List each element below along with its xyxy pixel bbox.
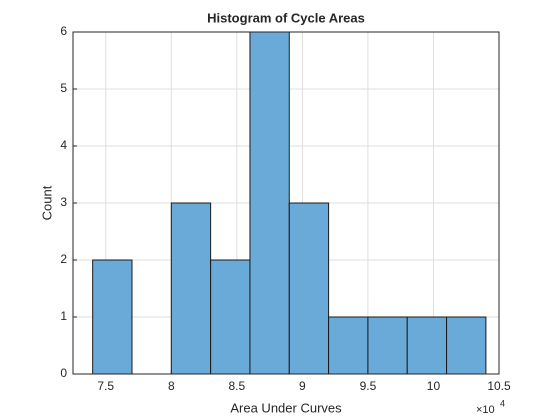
x-exponent-power: 4: [500, 398, 505, 408]
y-axis-label: Count: [39, 185, 54, 220]
x-tick-label: 9.5: [360, 379, 377, 393]
bar: [210, 259, 251, 375]
y-tick-label: 3: [60, 195, 67, 209]
x-axis-label: Area Under Curves: [230, 400, 342, 415]
bar: [170, 202, 212, 375]
y-tick-label: 0: [60, 366, 67, 380]
y-tick-label: 2: [60, 252, 67, 266]
y-tick-label: 5: [60, 81, 67, 95]
bar: [406, 316, 448, 375]
y-tick-label: 1: [60, 309, 67, 323]
x-tick-label: 10: [427, 379, 441, 393]
chart-title: Histogram of Cycle Areas: [207, 10, 365, 25]
bar: [288, 202, 330, 375]
bar: [446, 316, 487, 375]
y-tick-label: 4: [60, 138, 67, 152]
bar: [92, 259, 133, 375]
bar: [249, 31, 290, 375]
x-tick-label: 7.5: [97, 379, 114, 393]
x-tick-label: 9: [299, 379, 306, 393]
y-tick-label: 6: [60, 24, 67, 38]
bar: [328, 316, 369, 375]
x-tick-label: 10.5: [487, 379, 511, 393]
x-tick-label: 8.5: [229, 379, 246, 393]
x-exponent-base: ×10: [476, 404, 495, 416]
bar: [367, 316, 408, 375]
x-tick-label: 8: [168, 379, 175, 393]
axes-box: [72, 31, 500, 375]
